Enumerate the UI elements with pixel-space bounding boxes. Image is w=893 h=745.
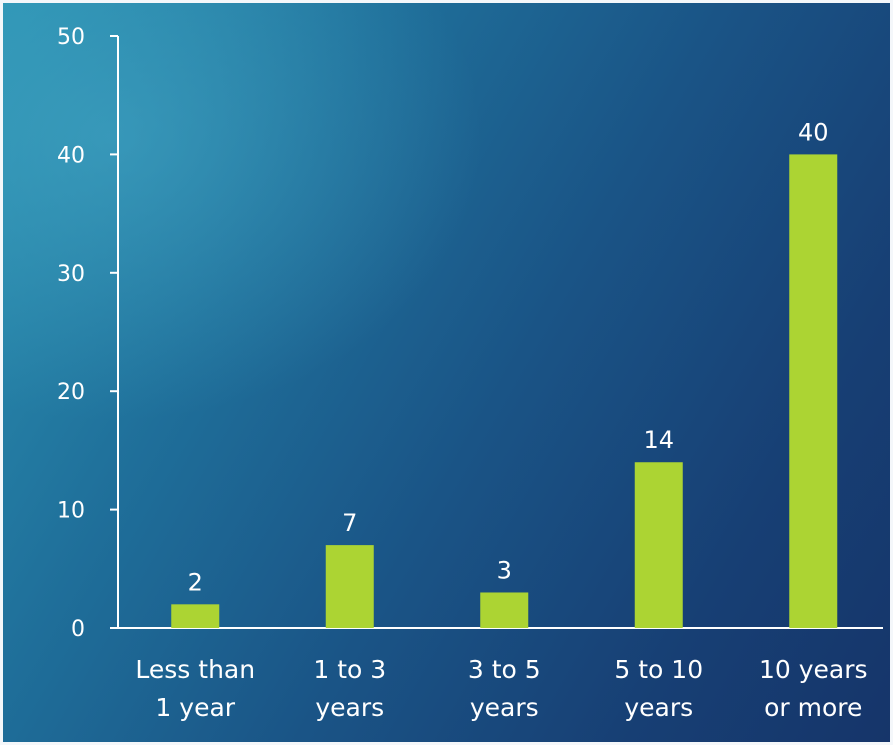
bar bbox=[480, 592, 529, 628]
bar bbox=[325, 545, 374, 628]
y-tick-label: 40 bbox=[57, 143, 85, 168]
x-category-label: 10 years bbox=[759, 655, 868, 684]
y-tick-label: 20 bbox=[57, 380, 85, 405]
x-category-label: years bbox=[624, 693, 693, 722]
bar bbox=[789, 154, 838, 628]
y-tick-label: 50 bbox=[57, 25, 85, 50]
x-category-label: years bbox=[315, 693, 384, 722]
bar bbox=[634, 462, 683, 628]
x-category-label: 1 year bbox=[155, 693, 235, 722]
y-tick-label: 0 bbox=[71, 617, 85, 642]
x-category-label: or more bbox=[764, 693, 862, 722]
x-category-label: Less than bbox=[135, 655, 255, 684]
x-category-label: years bbox=[470, 693, 539, 722]
bar-chart: 0 10 20 30 40 50 2 Less than 1 year 7 1 to 3 years 3… bbox=[57, 25, 883, 722]
bar-data-label: 40 bbox=[798, 118, 829, 146]
bar-data-label: 2 bbox=[188, 568, 203, 596]
x-category-label: 3 to 5 bbox=[468, 655, 541, 684]
bar-data-label: 3 bbox=[497, 556, 512, 584]
y-tick-label: 10 bbox=[57, 499, 85, 524]
y-tick-label: 30 bbox=[57, 262, 85, 287]
x-category-label: 1 to 3 bbox=[313, 655, 386, 684]
bar bbox=[171, 604, 220, 628]
bar-data-label: 7 bbox=[342, 509, 357, 537]
x-category-label: 5 to 10 bbox=[614, 655, 703, 684]
bar-data-label: 14 bbox=[643, 426, 674, 454]
